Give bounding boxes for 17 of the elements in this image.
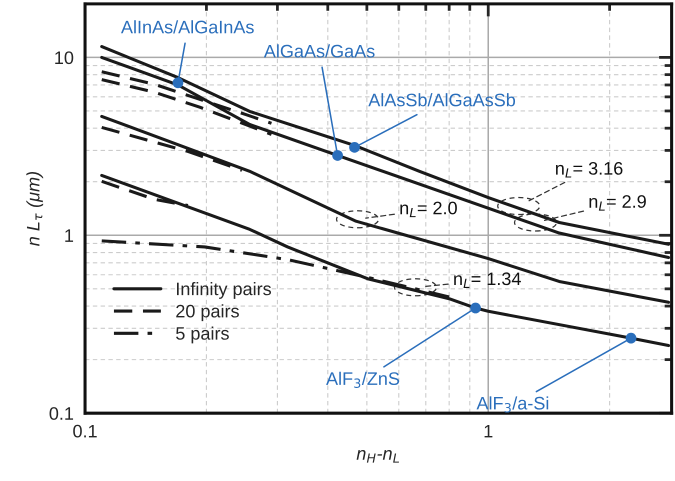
annotation: AlF$_{3}$/ZnS [326,372,400,388]
annotation: n$_{L}$= 3.16 [556,162,622,178]
y-tick-label: 0.1 [50,407,74,420]
y-tick-label: 10 [55,51,74,64]
annotation: n$_{L}$= 1.34 [454,272,521,288]
y-axis-title: n L$_{τ}$ (μm) [26,172,44,246]
annotation: AlGaAs/GaAs [264,44,375,58]
x-axis-title: n$_{H}$-n$_{L}$ [356,450,400,463]
y-tick-label: 1 [65,229,74,242]
annotation: n$_{L}$= 2.9 [589,195,646,211]
legend-label: Infinity pairs [176,282,272,299]
annotation: AlF$_{3}$/a-Si [476,396,548,413]
annotation: AlAsSb/AlGaAsSb [368,93,516,106]
legend-label: 20 pairs [176,304,239,322]
legend-label: 5 pairs [176,326,229,344]
annotation: AlInAs/AlGaInAs [120,20,254,34]
annotation: n$_{L}$= 2.0 [400,202,457,218]
